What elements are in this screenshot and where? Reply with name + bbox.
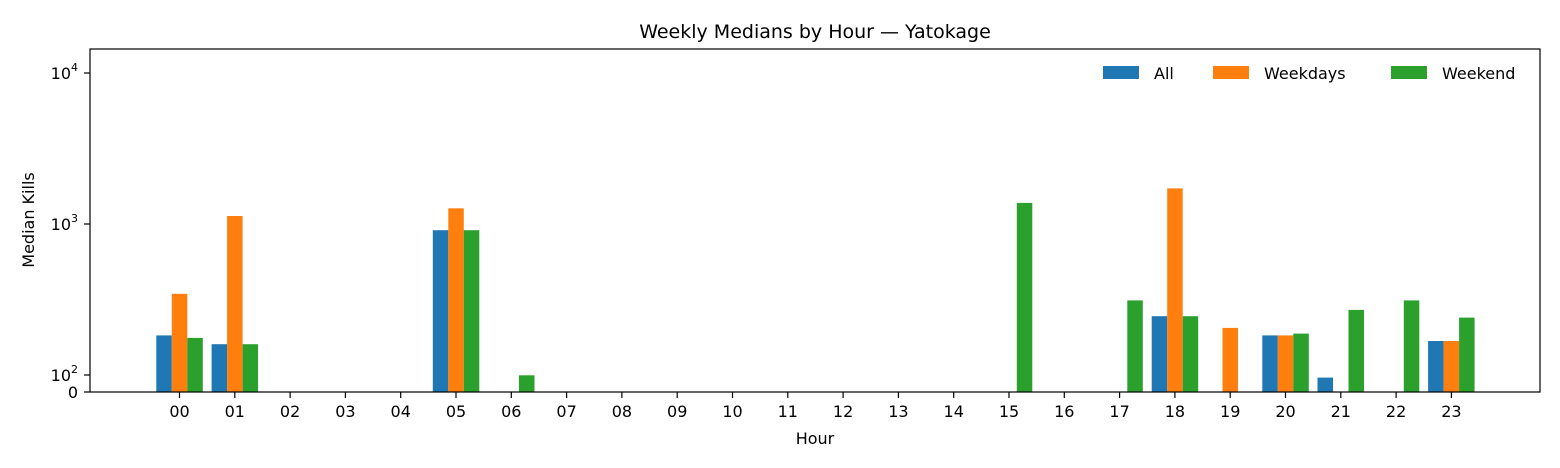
chart-title: Weekly Medians by Hour — Yatokage bbox=[639, 21, 991, 43]
bar-all-00 bbox=[156, 335, 172, 392]
bar-weekdays-01 bbox=[227, 216, 243, 392]
bar-weekend-21 bbox=[1349, 310, 1365, 392]
bar-weekdays-20 bbox=[1278, 335, 1294, 392]
x-tick-label-13: 13 bbox=[888, 402, 908, 421]
bar-weekend-05 bbox=[464, 230, 480, 392]
bar-weekend-00 bbox=[187, 338, 203, 392]
bars-group bbox=[156, 188, 1474, 392]
plot-frame bbox=[90, 49, 1540, 392]
x-tick-label-06: 06 bbox=[501, 402, 521, 421]
legend-swatch-weekend bbox=[1391, 66, 1427, 79]
legend-label-weekend: Weekend bbox=[1442, 64, 1515, 83]
x-axis-label: Hour bbox=[796, 429, 835, 448]
x-tick-label-11: 11 bbox=[778, 402, 798, 421]
x-tick-label-15: 15 bbox=[999, 402, 1019, 421]
x-tick-label-05: 05 bbox=[446, 402, 466, 421]
bar-weekend-01 bbox=[243, 344, 259, 392]
x-tick-label-02: 02 bbox=[280, 402, 300, 421]
x-tick-label-14: 14 bbox=[944, 402, 964, 421]
bar-weekdays-18 bbox=[1167, 188, 1183, 392]
legend-swatch-all bbox=[1103, 66, 1139, 79]
x-tick-label-20: 20 bbox=[1275, 402, 1295, 421]
x-tick-label-10: 10 bbox=[722, 402, 742, 421]
y-tick-label-100: 102 bbox=[51, 363, 78, 385]
x-tick-label-01: 01 bbox=[225, 402, 245, 421]
bar-weekend-17 bbox=[1127, 300, 1143, 392]
bar-all-01 bbox=[212, 344, 228, 392]
bar-all-05 bbox=[433, 230, 449, 392]
bar-weekend-20 bbox=[1293, 334, 1309, 392]
x-tick-label-16: 16 bbox=[1054, 402, 1074, 421]
x-tick-label-08: 08 bbox=[612, 402, 632, 421]
x-tick-label-21: 21 bbox=[1331, 402, 1351, 421]
bar-weekend-06 bbox=[519, 375, 535, 392]
bar-all-20 bbox=[1262, 335, 1278, 392]
y-tick-label-0: 0 bbox=[68, 383, 78, 402]
bar-weekdays-19 bbox=[1223, 328, 1239, 392]
bar-weekdays-23 bbox=[1444, 341, 1460, 392]
x-tick-label-12: 12 bbox=[833, 402, 853, 421]
x-tick-label-00: 00 bbox=[169, 402, 189, 421]
x-tick-label-03: 03 bbox=[335, 402, 355, 421]
bar-weekdays-05 bbox=[448, 208, 464, 392]
x-tick-label-19: 19 bbox=[1220, 402, 1240, 421]
bar-all-18 bbox=[1152, 316, 1168, 392]
x-tick-label-09: 09 bbox=[667, 402, 687, 421]
y-tick-label-10000: 104 bbox=[51, 61, 78, 83]
x-tick-label-18: 18 bbox=[1165, 402, 1185, 421]
bar-weekend-15 bbox=[1017, 203, 1033, 392]
x-tick-label-22: 22 bbox=[1386, 402, 1406, 421]
bar-weekdays-00 bbox=[172, 294, 188, 392]
x-tick-label-07: 07 bbox=[556, 402, 576, 421]
bar-weekend-18 bbox=[1183, 316, 1199, 392]
legend-label-all: All bbox=[1154, 64, 1174, 83]
bar-all-23 bbox=[1428, 341, 1444, 392]
x-tick-label-04: 04 bbox=[391, 402, 411, 421]
legend: All Weekdays Weekend bbox=[1103, 64, 1515, 83]
x-tick-label-23: 23 bbox=[1441, 402, 1461, 421]
x-tick-label-17: 17 bbox=[1109, 402, 1129, 421]
legend-swatch-weekdays bbox=[1213, 66, 1249, 79]
legend-label-weekdays: Weekdays bbox=[1264, 64, 1346, 83]
bar-weekend-22 bbox=[1404, 300, 1420, 392]
y-axis-label: Median Kills bbox=[19, 172, 38, 267]
x-axis-ticks: 00 01 02 03 04 05 06 07 08 09 10 11 12 13 14 15 16 17 18 19… bbox=[169, 392, 1461, 421]
bar-weekend-23 bbox=[1459, 318, 1475, 392]
y-tick-label-1000: 103 bbox=[51, 212, 78, 234]
bar-all-21 bbox=[1318, 378, 1334, 392]
